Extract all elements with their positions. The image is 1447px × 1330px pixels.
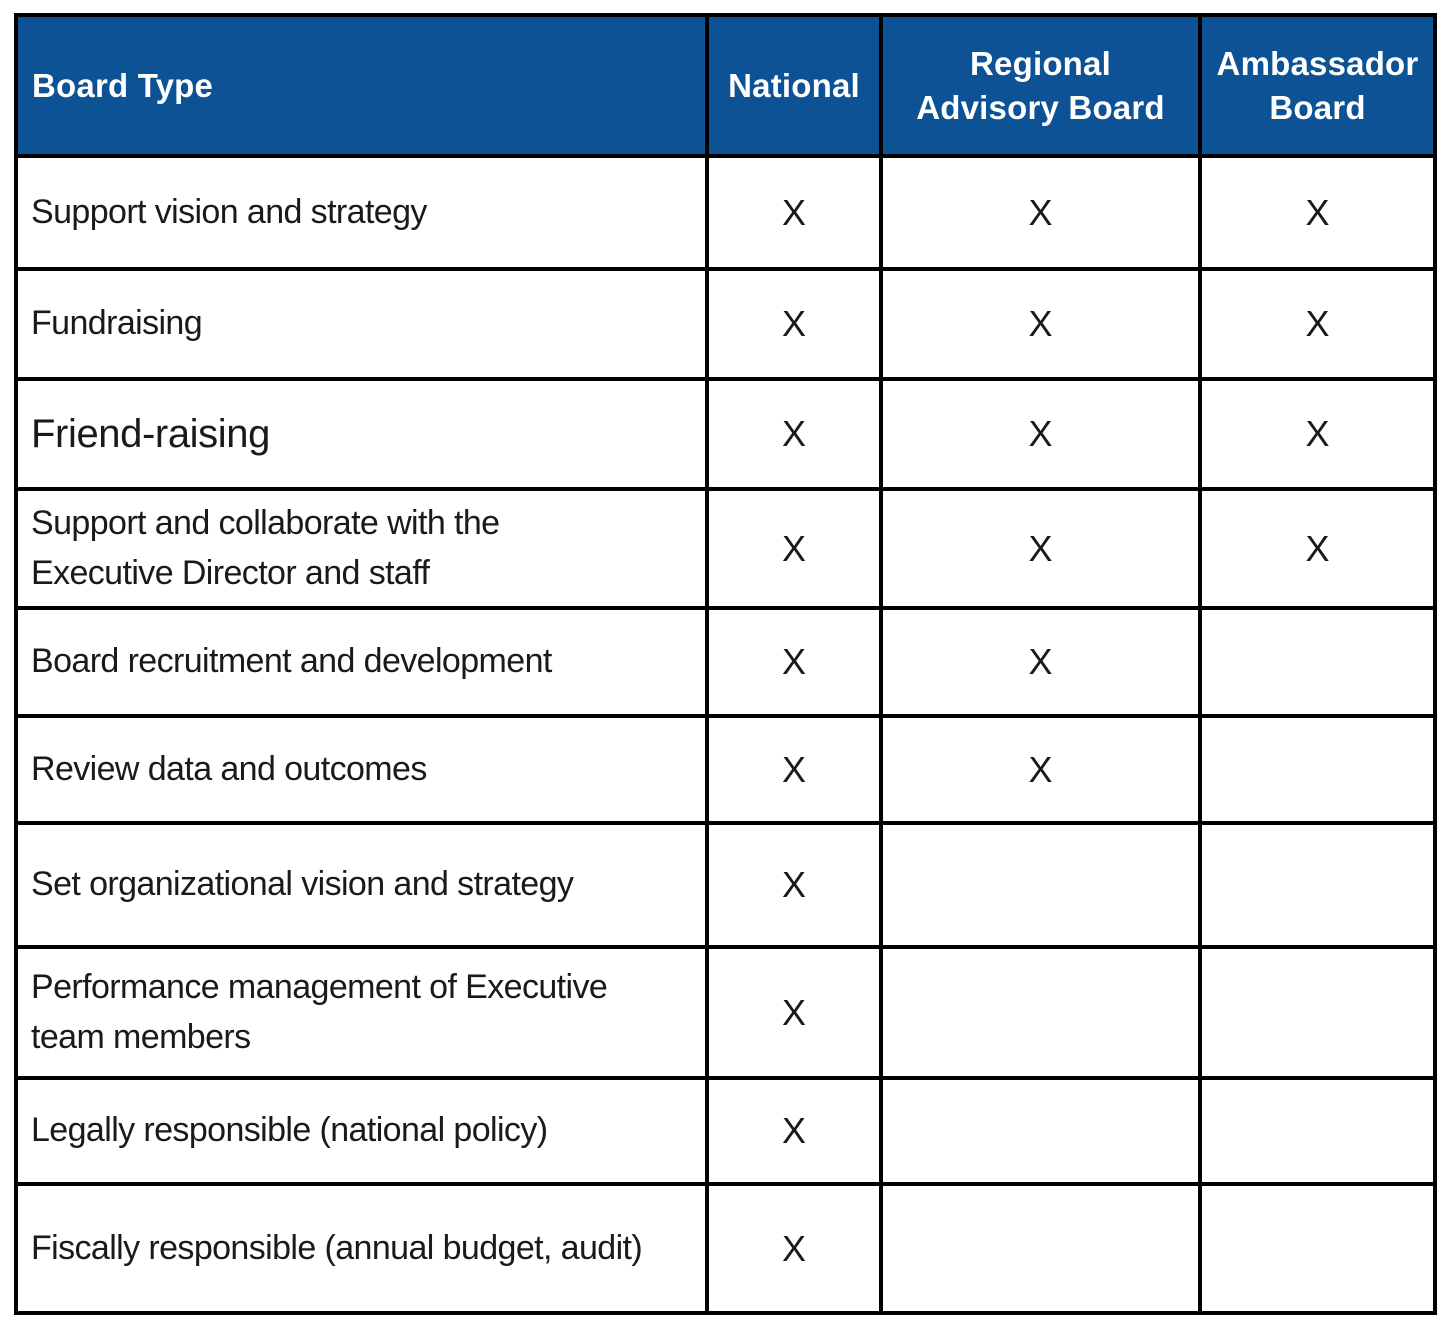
column-header-ambassador-board: Ambassador Board xyxy=(1198,13,1437,158)
matrix-cell: X xyxy=(879,267,1202,381)
column-header-regional-advisory-board: Regional Advisory Board xyxy=(879,13,1202,158)
matrix-cell xyxy=(1198,1182,1437,1315)
matrix-cell xyxy=(1198,1076,1437,1186)
matrix-cell: X xyxy=(705,945,883,1080)
matrix-cell xyxy=(879,945,1202,1080)
row-label: Fundraising xyxy=(14,267,709,381)
matrix-cell: X xyxy=(705,1182,883,1315)
matrix-cell: X xyxy=(705,154,883,271)
matrix-cell: X xyxy=(705,821,883,949)
matrix-cell: X xyxy=(705,487,883,610)
matrix-cell: X xyxy=(705,1076,883,1186)
matrix-cell: X xyxy=(1198,267,1437,381)
table-row: Friend-raising X X X xyxy=(14,377,1437,491)
row-label: Support vision and strategy xyxy=(14,154,709,271)
row-label: Board recruitment and development xyxy=(14,606,709,718)
matrix-cell xyxy=(1198,714,1437,825)
matrix-cell: X xyxy=(879,154,1202,271)
matrix-cell: X xyxy=(879,606,1202,718)
row-label: Performance management of Executive team… xyxy=(14,945,709,1080)
table-row: Fundraising X X X xyxy=(14,267,1437,381)
column-header-board-type: Board Type xyxy=(14,13,709,158)
matrix-cell xyxy=(879,1076,1202,1186)
table-row: Support vision and strategy X X X xyxy=(14,154,1437,271)
matrix-cell xyxy=(1198,606,1437,718)
table-row: Legally responsible (national policy) X xyxy=(14,1076,1437,1186)
table-row: Board recruitment and development X X xyxy=(14,606,1437,718)
row-label: Legally responsible (national policy) xyxy=(14,1076,709,1186)
row-label: Fiscally responsible (annual budget, aud… xyxy=(14,1182,709,1315)
matrix-cell xyxy=(879,821,1202,949)
row-label: Review data and outcomes xyxy=(14,714,709,825)
matrix-cell: X xyxy=(1198,154,1437,271)
table-row: Performance management of Executive team… xyxy=(14,945,1437,1080)
matrix-cell: X xyxy=(705,606,883,718)
matrix-cell xyxy=(1198,821,1437,949)
row-label: Set organizational vision and strategy xyxy=(14,821,709,949)
matrix-cell: X xyxy=(879,377,1202,491)
matrix-cell: X xyxy=(705,714,883,825)
matrix-cell xyxy=(879,1182,1202,1315)
board-responsibilities-table: Board Type National Regional Advisory Bo… xyxy=(14,13,1437,1315)
matrix-cell: X xyxy=(879,714,1202,825)
matrix-cell: X xyxy=(1198,377,1437,491)
table-row: Support and collaborate with the Executi… xyxy=(14,487,1437,610)
matrix-cell: X xyxy=(705,267,883,381)
table-row: Set organizational vision and strategy X xyxy=(14,821,1437,949)
table-row: Fiscally responsible (annual budget, aud… xyxy=(14,1182,1437,1315)
row-label: Friend-raising xyxy=(14,377,709,491)
matrix-cell: X xyxy=(879,487,1202,610)
matrix-cell: X xyxy=(1198,487,1437,610)
table-row: Review data and outcomes X X xyxy=(14,714,1437,825)
column-header-national: National xyxy=(705,13,883,158)
row-label: Support and collaborate with the Executi… xyxy=(14,487,709,610)
matrix-cell: X xyxy=(705,377,883,491)
matrix-cell xyxy=(1198,945,1437,1080)
header-row: Board Type National Regional Advisory Bo… xyxy=(14,13,1437,158)
